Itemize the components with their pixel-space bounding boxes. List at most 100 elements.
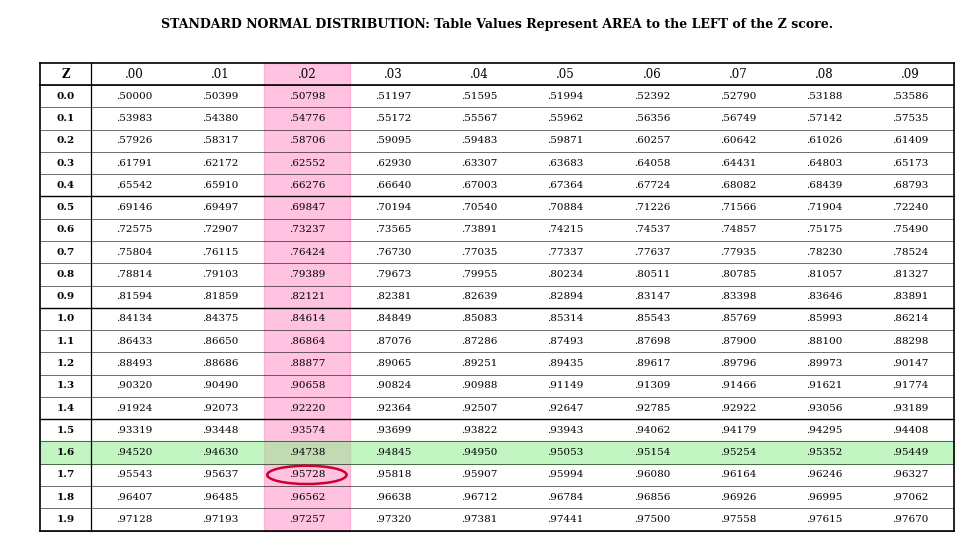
Text: .68439: .68439 (806, 181, 843, 190)
Text: .92647: .92647 (547, 403, 584, 413)
Text: .71904: .71904 (806, 203, 843, 212)
Text: 1.3: 1.3 (57, 381, 75, 390)
Text: .83147: .83147 (634, 292, 670, 301)
Text: .60642: .60642 (720, 136, 756, 145)
Text: .93189: .93189 (893, 403, 929, 413)
Text: .91309: .91309 (634, 381, 670, 390)
Text: .85083: .85083 (461, 314, 497, 323)
Text: .69146: .69146 (116, 203, 153, 212)
Text: .50000: .50000 (116, 92, 153, 101)
Text: .81859: .81859 (203, 292, 239, 301)
Text: Z: Z (61, 68, 70, 80)
Text: .84375: .84375 (203, 314, 239, 323)
Text: .61791: .61791 (116, 159, 153, 167)
Text: .92073: .92073 (203, 403, 239, 413)
Text: .85314: .85314 (547, 314, 584, 323)
Text: .65542: .65542 (116, 181, 153, 190)
Text: 0.7: 0.7 (57, 248, 75, 256)
Text: .69847: .69847 (289, 203, 325, 212)
Text: .95637: .95637 (203, 470, 239, 480)
Text: .64058: .64058 (634, 159, 670, 167)
Text: 1.7: 1.7 (57, 470, 75, 480)
Text: .59095: .59095 (375, 136, 411, 145)
Text: .95254: .95254 (720, 448, 756, 457)
Text: .82894: .82894 (547, 292, 584, 301)
Text: .08: .08 (815, 68, 833, 80)
Text: .86650: .86650 (203, 337, 239, 346)
Text: .78814: .78814 (116, 270, 153, 279)
Text: .87493: .87493 (547, 337, 584, 346)
Text: .87698: .87698 (634, 337, 670, 346)
Text: .77637: .77637 (634, 248, 670, 256)
Text: .77935: .77935 (720, 248, 756, 256)
Text: .96562: .96562 (289, 492, 325, 502)
Text: .93448: .93448 (203, 426, 239, 435)
Text: .65910: .65910 (203, 181, 239, 190)
Text: .84849: .84849 (375, 314, 411, 323)
Text: .91924: .91924 (116, 403, 153, 413)
Text: .88298: .88298 (893, 337, 929, 346)
Text: .93699: .93699 (375, 426, 411, 435)
Text: .07: .07 (729, 68, 748, 80)
Text: .97500: .97500 (634, 515, 670, 524)
Text: .00: .00 (125, 68, 144, 80)
Text: .01: .01 (211, 68, 230, 80)
Text: .56749: .56749 (720, 114, 756, 123)
Text: .57142: .57142 (806, 114, 843, 123)
Text: .94179: .94179 (720, 426, 756, 435)
Text: 1.2: 1.2 (57, 359, 75, 368)
Text: .77035: .77035 (461, 248, 497, 256)
Text: .90490: .90490 (203, 381, 239, 390)
Text: .89251: .89251 (461, 359, 497, 368)
Text: .95818: .95818 (375, 470, 411, 480)
Text: .91149: .91149 (547, 381, 584, 390)
Text: .93822: .93822 (461, 426, 497, 435)
Text: 1.4: 1.4 (57, 403, 75, 413)
Text: .97615: .97615 (806, 515, 843, 524)
Text: .85993: .85993 (806, 314, 843, 323)
Text: .53983: .53983 (116, 114, 153, 123)
Text: .74537: .74537 (634, 225, 670, 234)
Text: .96712: .96712 (461, 492, 497, 502)
Text: .73565: .73565 (375, 225, 411, 234)
Text: .93574: .93574 (289, 426, 325, 435)
Text: .57926: .57926 (116, 136, 153, 145)
Bar (39, 442, 954, 464)
Text: .55567: .55567 (461, 114, 497, 123)
Text: .95728: .95728 (289, 470, 325, 480)
Text: .58317: .58317 (203, 136, 239, 145)
Text: .68082: .68082 (720, 181, 756, 190)
Text: .88877: .88877 (289, 359, 325, 368)
Text: .95907: .95907 (461, 470, 497, 480)
Text: .92364: .92364 (375, 403, 411, 413)
Text: .76730: .76730 (375, 248, 411, 256)
Text: .64431: .64431 (720, 159, 756, 167)
Text: .62930: .62930 (375, 159, 411, 167)
Text: .94295: .94295 (806, 426, 843, 435)
Text: .96246: .96246 (806, 470, 843, 480)
Text: .96327: .96327 (893, 470, 929, 480)
Text: .87076: .87076 (375, 337, 411, 346)
Text: .87286: .87286 (461, 337, 497, 346)
Text: .67724: .67724 (634, 181, 670, 190)
Text: .53586: .53586 (893, 92, 929, 101)
Text: .54776: .54776 (289, 114, 325, 123)
Text: .80511: .80511 (634, 270, 670, 279)
Text: .65173: .65173 (893, 159, 929, 167)
Text: .60257: .60257 (634, 136, 670, 145)
Text: .74857: .74857 (720, 225, 756, 234)
Text: .85769: .85769 (720, 314, 756, 323)
Text: .94062: .94062 (634, 426, 670, 435)
Text: .51595: .51595 (461, 92, 497, 101)
Text: .70194: .70194 (375, 203, 411, 212)
Text: .76424: .76424 (289, 248, 325, 256)
Text: 0.4: 0.4 (57, 181, 75, 190)
Text: .97257: .97257 (289, 515, 325, 524)
Text: .93056: .93056 (806, 403, 843, 413)
Text: .94520: .94520 (116, 448, 153, 457)
Text: .96638: .96638 (375, 492, 411, 502)
Text: .80785: .80785 (720, 270, 756, 279)
Text: .92220: .92220 (289, 403, 325, 413)
Text: .80234: .80234 (547, 270, 584, 279)
Text: .50399: .50399 (203, 92, 239, 101)
